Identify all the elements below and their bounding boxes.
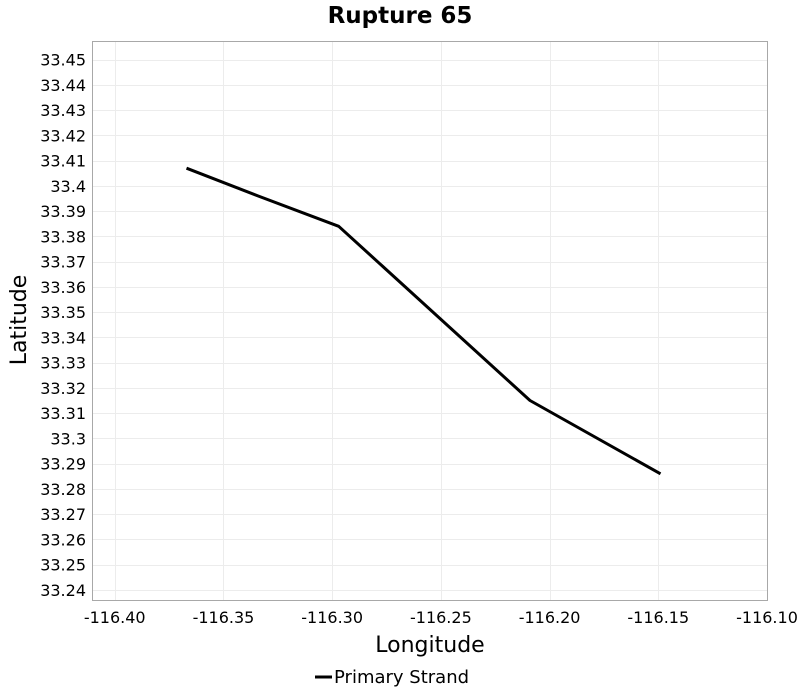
y-tick-label: 33.28 xyxy=(40,480,86,499)
chart-title: Rupture 65 xyxy=(328,3,473,29)
y-tick-label: 33.4 xyxy=(50,177,86,196)
y-tick-label: 33.36 xyxy=(40,278,86,297)
y-tick-label: 33.31 xyxy=(40,404,86,423)
y-tick-label: 33.25 xyxy=(40,556,86,575)
grid-layer xyxy=(93,42,768,600)
y-tick-labels: 33.24 33.25 33.26 33.27 33.28 33.29 33.3 33.31 3… xyxy=(40,51,86,600)
x-tick-label: -116.30 xyxy=(301,608,363,627)
y-tick-label: 33.29 xyxy=(40,455,86,474)
x-tick-label: -116.40 xyxy=(84,608,146,627)
y-tick-label: 33.41 xyxy=(40,152,86,171)
y-tick-label: 33.38 xyxy=(40,227,86,246)
y-tick-label: 33.43 xyxy=(40,101,86,120)
y-tick-label: 33.42 xyxy=(40,126,86,145)
y-tick-label: 33.32 xyxy=(40,379,86,398)
y-tick-label: 33.35 xyxy=(40,303,86,322)
x-tick-label: -116.10 xyxy=(736,608,798,627)
y-tick-label: 33.27 xyxy=(40,505,86,524)
y-tick-label: 33.37 xyxy=(40,253,86,272)
y-tick-label: 33.44 xyxy=(40,76,86,95)
x-tick-label: -116.20 xyxy=(519,608,581,627)
x-tick-label: -116.15 xyxy=(627,608,689,627)
y-tick-label: 33.39 xyxy=(40,202,86,221)
y-tick-label: 33.45 xyxy=(40,51,86,70)
y-tick-label: 33.3 xyxy=(50,429,86,448)
x-axis-label: Longitude xyxy=(375,633,484,658)
series-line-primary-strand xyxy=(185,166,662,476)
y-tick-label: 33.33 xyxy=(40,354,86,373)
plot-area xyxy=(92,41,768,601)
series-layer xyxy=(185,166,662,476)
y-tick-label: 33.24 xyxy=(40,581,86,600)
y-tick-label: 33.34 xyxy=(40,328,86,347)
x-tick-label: -116.35 xyxy=(193,608,255,627)
y-axis-label: Latitude xyxy=(7,275,32,366)
legend-label-primary-strand: Primary Strand xyxy=(334,667,469,688)
x-tick-labels: -116.40 -116.35 -116.30 -116.25 -116.20 -116.… xyxy=(84,608,798,627)
x-tick-label: -116.25 xyxy=(410,608,472,627)
legend: Primary Strand xyxy=(315,667,469,688)
y-tick-label: 33.26 xyxy=(40,530,86,549)
